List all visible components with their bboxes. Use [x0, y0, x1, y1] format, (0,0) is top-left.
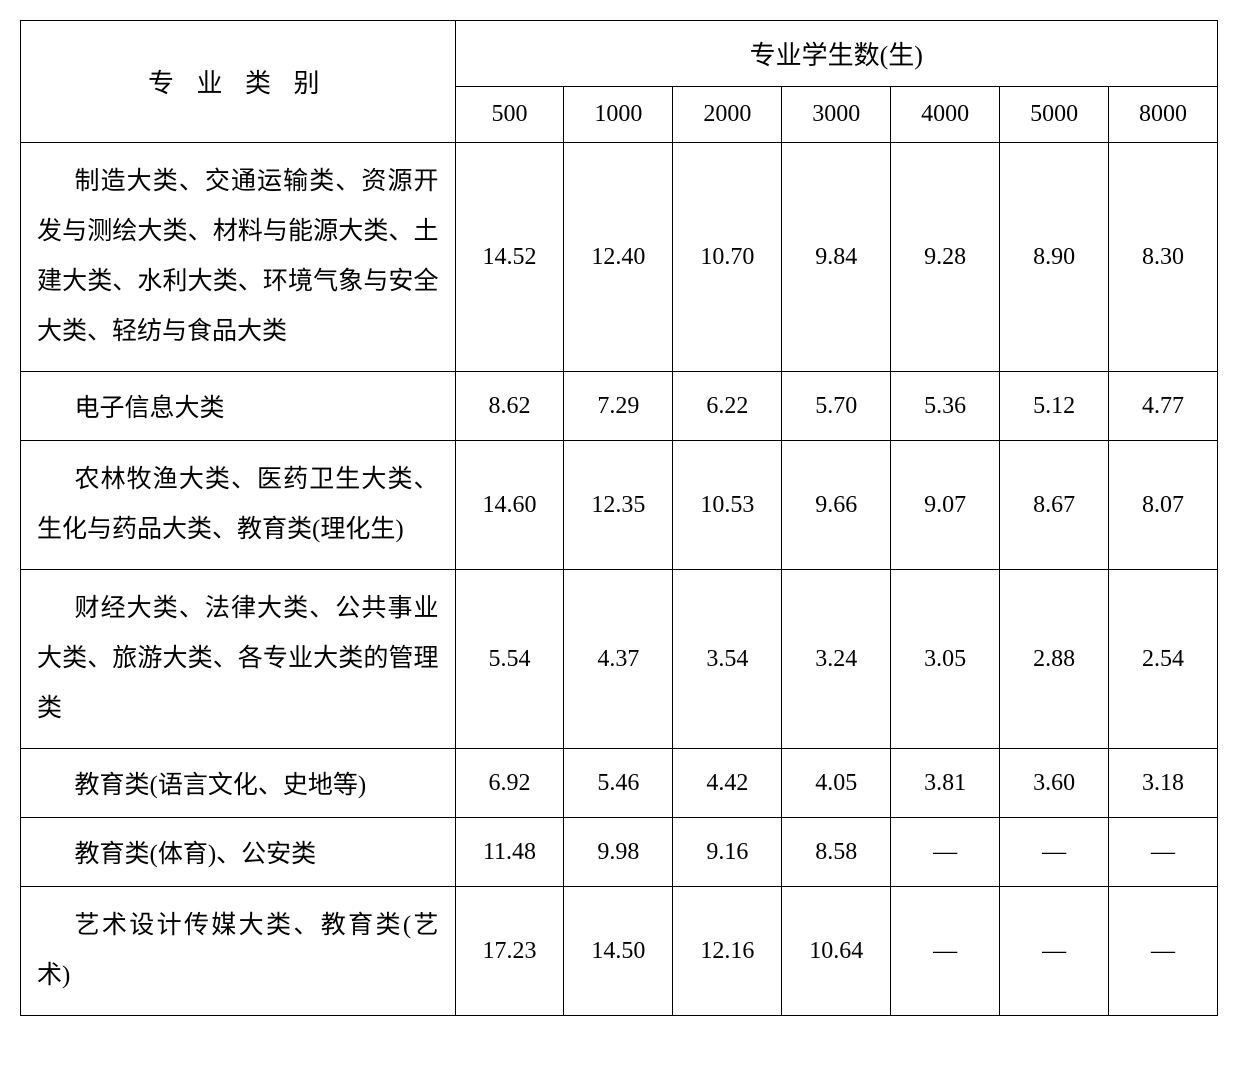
col-header-4000: 4000 — [891, 87, 1000, 143]
data-cell: 8.58 — [782, 818, 891, 887]
table-row: 艺术设计传媒大类、教育类(艺术) 17.23 14.50 12.16 10.64… — [21, 887, 1218, 1016]
data-cell: 9.66 — [782, 441, 891, 570]
col-header-3000: 3000 — [782, 87, 891, 143]
data-cell: 5.36 — [891, 372, 1000, 441]
header-row-1: 专 业 类 别 专业学生数(生) — [21, 21, 1218, 87]
data-cell: 3.24 — [782, 570, 891, 749]
data-cell: — — [891, 887, 1000, 1016]
table-row: 教育类(语言文化、史地等) 6.92 5.46 4.42 4.05 3.81 3… — [21, 749, 1218, 818]
category-cell: 财经大类、法律大类、公共事业大类、旅游大类、各专业大类的管理类 — [21, 570, 456, 749]
data-cell: — — [1109, 887, 1218, 1016]
data-cell: — — [891, 818, 1000, 887]
category-cell: 艺术设计传媒大类、教育类(艺术) — [21, 887, 456, 1016]
data-cell: 11.48 — [455, 818, 564, 887]
data-cell: 2.88 — [1000, 570, 1109, 749]
data-cell: 9.84 — [782, 143, 891, 372]
category-cell: 教育类(语言文化、史地等) — [21, 749, 456, 818]
data-cell: 8.67 — [1000, 441, 1109, 570]
table-row: 制造大类、交通运输类、资源开发与测绘大类、材料与能源大类、土建大类、水利大类、环… — [21, 143, 1218, 372]
data-cell: 8.90 — [1000, 143, 1109, 372]
data-cell: 8.62 — [455, 372, 564, 441]
data-cell: 4.42 — [673, 749, 782, 818]
category-cell: 电子信息大类 — [21, 372, 456, 441]
data-cell: 5.12 — [1000, 372, 1109, 441]
data-cell: 12.40 — [564, 143, 673, 372]
table-row: 农林牧渔大类、医药卫生大类、生化与药品大类、教育类(理化生) 14.60 12.… — [21, 441, 1218, 570]
data-cell: 6.92 — [455, 749, 564, 818]
data-cell: 2.54 — [1109, 570, 1218, 749]
data-cell: 17.23 — [455, 887, 564, 1016]
data-cell: 5.70 — [782, 372, 891, 441]
data-cell: 3.05 — [891, 570, 1000, 749]
data-cell: — — [1109, 818, 1218, 887]
data-cell: 3.54 — [673, 570, 782, 749]
header-students-count: 专业学生数(生) — [455, 21, 1217, 87]
data-cell: 12.16 — [673, 887, 782, 1016]
data-cell: 3.81 — [891, 749, 1000, 818]
data-cell: 3.60 — [1000, 749, 1109, 818]
category-cell: 农林牧渔大类、医药卫生大类、生化与药品大类、教育类(理化生) — [21, 441, 456, 570]
data-cell: 9.98 — [564, 818, 673, 887]
data-cell: — — [1000, 887, 1109, 1016]
data-cell: 4.77 — [1109, 372, 1218, 441]
data-cell: 14.60 — [455, 441, 564, 570]
data-cell: 8.30 — [1109, 143, 1218, 372]
data-cell: 12.35 — [564, 441, 673, 570]
col-header-500: 500 — [455, 87, 564, 143]
data-cell: 9.07 — [891, 441, 1000, 570]
col-header-2000: 2000 — [673, 87, 782, 143]
data-cell: 7.29 — [564, 372, 673, 441]
data-cell: 9.16 — [673, 818, 782, 887]
data-cell: — — [1000, 818, 1109, 887]
table-row: 电子信息大类 8.62 7.29 6.22 5.70 5.36 5.12 4.7… — [21, 372, 1218, 441]
header-category: 专 业 类 别 — [21, 21, 456, 143]
table-row: 教育类(体育)、公安类 11.48 9.98 9.16 8.58 — — — — [21, 818, 1218, 887]
col-header-8000: 8000 — [1109, 87, 1218, 143]
data-cell: 14.50 — [564, 887, 673, 1016]
category-cell: 教育类(体育)、公安类 — [21, 818, 456, 887]
col-header-1000: 1000 — [564, 87, 673, 143]
category-cell: 制造大类、交通运输类、资源开发与测绘大类、材料与能源大类、土建大类、水利大类、环… — [21, 143, 456, 372]
data-cell: 5.46 — [564, 749, 673, 818]
data-cell: 4.05 — [782, 749, 891, 818]
data-cell: 6.22 — [673, 372, 782, 441]
data-cell: 10.53 — [673, 441, 782, 570]
data-cell: 5.54 — [455, 570, 564, 749]
data-cell: 10.64 — [782, 887, 891, 1016]
data-cell: 9.28 — [891, 143, 1000, 372]
data-table: 专 业 类 别 专业学生数(生) 500 1000 2000 3000 4000… — [20, 20, 1218, 1016]
data-cell: 8.07 — [1109, 441, 1218, 570]
data-cell: 14.52 — [455, 143, 564, 372]
col-header-5000: 5000 — [1000, 87, 1109, 143]
table-body: 制造大类、交通运输类、资源开发与测绘大类、材料与能源大类、土建大类、水利大类、环… — [21, 143, 1218, 1016]
table-row: 财经大类、法律大类、公共事业大类、旅游大类、各专业大类的管理类 5.54 4.3… — [21, 570, 1218, 749]
data-cell: 10.70 — [673, 143, 782, 372]
data-cell: 4.37 — [564, 570, 673, 749]
data-cell: 3.18 — [1109, 749, 1218, 818]
